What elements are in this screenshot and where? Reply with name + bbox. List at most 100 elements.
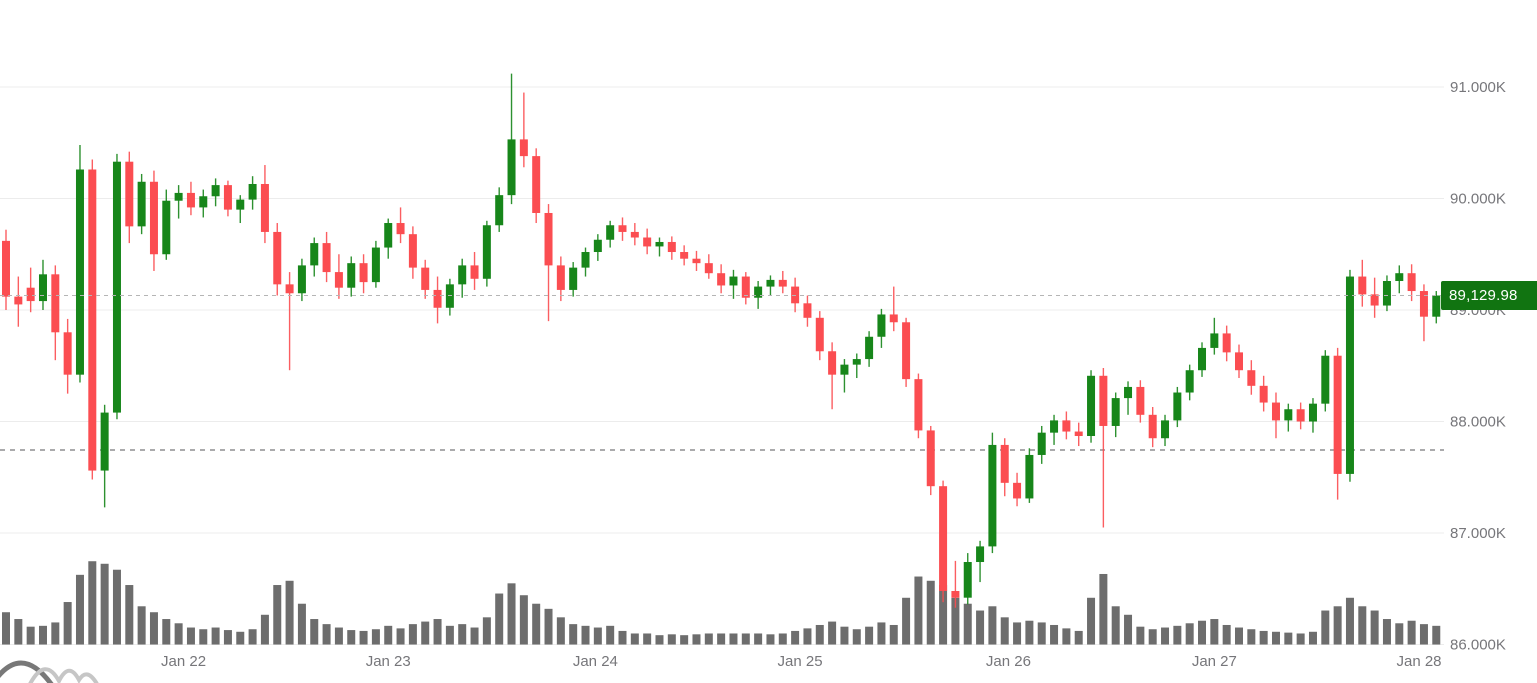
candle-body	[1235, 352, 1243, 371]
volume-bar	[334, 627, 343, 645]
volume-bar	[396, 628, 405, 645]
candle-body	[174, 192, 183, 201]
candle-body	[63, 332, 72, 375]
candle-body	[1037, 432, 1046, 455]
volume-bar	[1111, 606, 1120, 645]
volume-bar	[1050, 624, 1059, 645]
volume-bar	[297, 603, 306, 645]
candle-body	[421, 267, 430, 290]
current-price-badge: 89,129.98	[1441, 281, 1537, 310]
volume-bar	[495, 593, 504, 645]
candle-body	[88, 169, 97, 471]
candle-body	[445, 284, 454, 308]
volume-bar	[26, 626, 35, 645]
candle-body	[1099, 375, 1108, 426]
volume-bar	[223, 630, 232, 645]
volume-bar	[939, 585, 948, 645]
volume-bar	[1432, 625, 1441, 645]
candle-body	[963, 562, 972, 598]
candle-body	[396, 223, 405, 235]
volume-bar	[1185, 623, 1194, 645]
volume-bar	[1345, 597, 1354, 645]
volume-bar	[51, 622, 60, 645]
volume-bar	[828, 621, 837, 645]
volume-bar	[865, 626, 874, 645]
candle-body	[495, 195, 504, 226]
candle-body	[1382, 281, 1391, 306]
volume-bar	[1013, 622, 1022, 645]
volume-bar	[1136, 626, 1145, 645]
volume-bar	[1148, 629, 1157, 645]
candle-body	[1321, 355, 1330, 404]
candle-body	[1124, 386, 1133, 399]
volume-bar	[766, 634, 775, 645]
volume-bar	[137, 606, 146, 645]
candle-body	[26, 287, 35, 302]
candle-body	[162, 200, 171, 255]
candle-body	[569, 267, 578, 290]
volume-bar	[260, 614, 269, 645]
volume-bar	[347, 630, 356, 645]
volume-bar	[1210, 619, 1219, 645]
volume-bar	[186, 627, 195, 645]
candle-body	[1013, 482, 1022, 499]
x-axis-label: Jan 28	[1396, 653, 1441, 670]
candle-body	[532, 156, 541, 213]
candle-body	[976, 546, 985, 563]
candle-body	[1271, 402, 1280, 421]
volume-bar	[877, 622, 886, 645]
candle-body	[581, 252, 590, 268]
volume-bar	[717, 633, 726, 645]
volume-bar	[236, 631, 245, 645]
volume-bar	[815, 624, 824, 645]
volume-bar	[88, 561, 97, 645]
candle-body	[1345, 276, 1354, 474]
volume-bar	[1321, 610, 1330, 645]
volume-bar	[1198, 620, 1207, 645]
volume-bar	[1087, 597, 1096, 645]
candle-body	[778, 279, 787, 287]
candle-body	[852, 359, 861, 365]
volume-bar	[519, 595, 528, 645]
candle-body	[667, 241, 676, 253]
candle-body	[470, 265, 479, 279]
candle-body	[1333, 355, 1342, 474]
candle-body	[507, 139, 516, 196]
volume-bar	[1124, 614, 1133, 645]
y-axis-label: 90.000K	[1450, 190, 1506, 207]
candle-body	[791, 286, 800, 304]
candle-body	[630, 231, 639, 238]
candle-body	[149, 181, 158, 255]
volume-bar	[458, 624, 467, 645]
candle-body	[1358, 276, 1367, 295]
candle-body	[1185, 370, 1194, 393]
volume-bar	[162, 619, 171, 645]
volume-bar	[470, 627, 479, 645]
x-axis-label: Jan 26	[986, 653, 1031, 670]
candle-body	[1296, 409, 1305, 422]
volume-bar	[1099, 573, 1108, 645]
candle-body	[951, 591, 960, 598]
candle-body	[273, 231, 282, 285]
volume-bar	[100, 563, 109, 645]
volume-bar	[384, 625, 393, 645]
volume-bar	[1173, 625, 1182, 645]
volume-bar	[1037, 622, 1046, 645]
volume-bar	[482, 617, 491, 645]
candle-body	[334, 272, 343, 288]
candle-body	[384, 223, 393, 248]
volume-bar	[38, 625, 47, 645]
volume-bar	[643, 633, 652, 645]
volume-bar	[14, 619, 23, 645]
candle-body	[741, 276, 750, 298]
candle-body	[359, 263, 368, 283]
candle-body	[606, 225, 615, 240]
candle-body	[988, 444, 997, 547]
candle-body	[408, 234, 417, 268]
volume-bar	[655, 635, 664, 645]
volume-bar	[926, 580, 935, 645]
volume-bar	[359, 630, 368, 645]
volume-bar	[618, 630, 627, 645]
volume-bar	[2, 612, 10, 645]
